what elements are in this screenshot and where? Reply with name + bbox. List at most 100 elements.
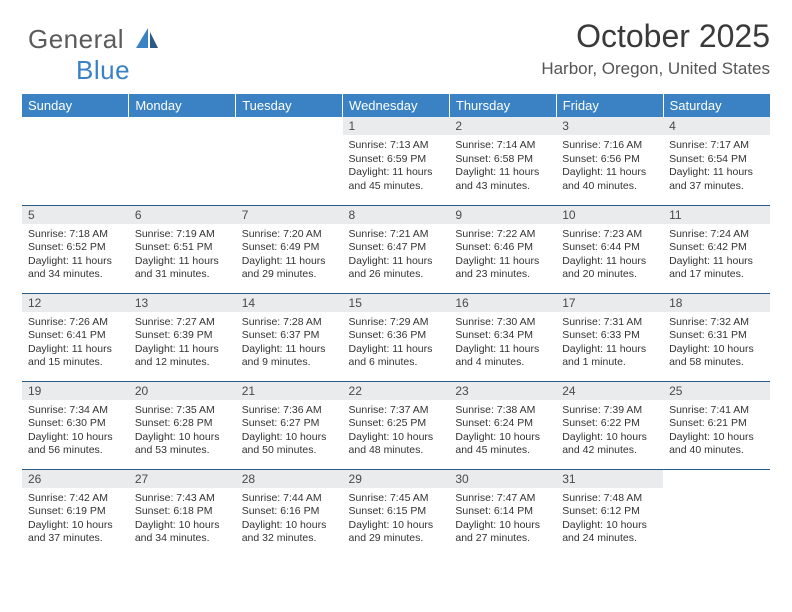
day-detail-line: Daylight: 11 hours (562, 343, 657, 357)
day-details: Sunrise: 7:30 AMSunset: 6:34 PMDaylight:… (449, 312, 556, 373)
day-detail-line: and 31 minutes. (135, 268, 230, 282)
day-detail-line: Sunset: 6:47 PM (349, 241, 444, 255)
day-detail-line: Daylight: 11 hours (242, 255, 337, 269)
day-detail-line: Daylight: 10 hours (242, 431, 337, 445)
day-number: 11 (663, 206, 770, 224)
day-detail-line: Daylight: 11 hours (349, 166, 444, 180)
calendar-header-row: SundayMondayTuesdayWednesdayThursdayFrid… (22, 94, 770, 117)
day-detail-line: Sunset: 6:22 PM (562, 417, 657, 431)
day-detail-line: Sunrise: 7:27 AM (135, 316, 230, 330)
day-detail-line: and 58 minutes. (669, 356, 764, 370)
day-detail-line: and 29 minutes. (349, 532, 444, 546)
logo-text-blue: Blue (76, 55, 130, 85)
day-detail-line: Sunrise: 7:18 AM (28, 228, 123, 242)
day-number: 12 (22, 294, 129, 312)
day-number: 27 (129, 470, 236, 488)
sail-icon (134, 26, 160, 57)
day-details: Sunrise: 7:27 AMSunset: 6:39 PMDaylight:… (129, 312, 236, 373)
day-detail-line: Daylight: 11 hours (562, 166, 657, 180)
location-subtitle: Harbor, Oregon, United States (541, 59, 770, 79)
day-number: 4 (663, 117, 770, 135)
day-number: 24 (556, 382, 663, 400)
day-details: Sunrise: 7:14 AMSunset: 6:58 PMDaylight:… (449, 135, 556, 196)
day-detail-line: Sunrise: 7:35 AM (135, 404, 230, 418)
day-header: Thursday (449, 94, 556, 117)
day-detail-line: Sunset: 6:59 PM (349, 153, 444, 167)
day-detail-line: Sunset: 6:30 PM (28, 417, 123, 431)
day-detail-line: Daylight: 11 hours (135, 255, 230, 269)
calendar-cell: 2Sunrise: 7:14 AMSunset: 6:58 PMDaylight… (449, 117, 556, 205)
calendar-cell: 3Sunrise: 7:16 AMSunset: 6:56 PMDaylight… (556, 117, 663, 205)
day-detail-line: and 40 minutes. (669, 444, 764, 458)
day-detail-line: Daylight: 11 hours (28, 343, 123, 357)
day-details: Sunrise: 7:38 AMSunset: 6:24 PMDaylight:… (449, 400, 556, 461)
day-detail-line: and 32 minutes. (242, 532, 337, 546)
day-detail-line: Sunset: 6:27 PM (242, 417, 337, 431)
day-number: 22 (343, 382, 450, 400)
calendar-cell: 21Sunrise: 7:36 AMSunset: 6:27 PMDayligh… (236, 381, 343, 469)
day-detail-line: Sunrise: 7:36 AM (242, 404, 337, 418)
day-details: Sunrise: 7:19 AMSunset: 6:51 PMDaylight:… (129, 224, 236, 285)
day-detail-line: Sunset: 6:37 PM (242, 329, 337, 343)
day-detail-line: and 37 minutes. (28, 532, 123, 546)
day-detail-line: and 50 minutes. (242, 444, 337, 458)
day-detail-line: and 1 minute. (562, 356, 657, 370)
day-detail-line: Sunset: 6:39 PM (135, 329, 230, 343)
calendar-cell: 19Sunrise: 7:34 AMSunset: 6:30 PMDayligh… (22, 381, 129, 469)
day-number: 16 (449, 294, 556, 312)
day-detail-line: Sunrise: 7:45 AM (349, 492, 444, 506)
day-number: 15 (343, 294, 450, 312)
calendar-cell: 1Sunrise: 7:13 AMSunset: 6:59 PMDaylight… (343, 117, 450, 205)
calendar-cell: 15Sunrise: 7:29 AMSunset: 6:36 PMDayligh… (343, 293, 450, 381)
calendar-cell: 30Sunrise: 7:47 AMSunset: 6:14 PMDayligh… (449, 469, 556, 557)
day-detail-line: Sunset: 6:18 PM (135, 505, 230, 519)
day-detail-line: Daylight: 10 hours (562, 519, 657, 533)
day-detail-line: Sunrise: 7:32 AM (669, 316, 764, 330)
calendar-cell: 12Sunrise: 7:26 AMSunset: 6:41 PMDayligh… (22, 293, 129, 381)
day-details: Sunrise: 7:39 AMSunset: 6:22 PMDaylight:… (556, 400, 663, 461)
day-detail-line: Sunrise: 7:24 AM (669, 228, 764, 242)
calendar-cell: 25Sunrise: 7:41 AMSunset: 6:21 PMDayligh… (663, 381, 770, 469)
title-block: October 2025 Harbor, Oregon, United Stat… (541, 18, 770, 79)
day-detail-line: Sunrise: 7:30 AM (455, 316, 550, 330)
day-number: 14 (236, 294, 343, 312)
day-details: Sunrise: 7:31 AMSunset: 6:33 PMDaylight:… (556, 312, 663, 373)
day-detail-line: Daylight: 10 hours (28, 431, 123, 445)
day-detail-line: Sunset: 6:24 PM (455, 417, 550, 431)
calendar-cell: 6Sunrise: 7:19 AMSunset: 6:51 PMDaylight… (129, 205, 236, 293)
day-detail-line: Sunset: 6:28 PM (135, 417, 230, 431)
day-detail-line: Daylight: 11 hours (349, 343, 444, 357)
day-number: 23 (449, 382, 556, 400)
calendar-cell (663, 469, 770, 557)
day-detail-line: Sunset: 6:15 PM (349, 505, 444, 519)
day-detail-line: Sunrise: 7:37 AM (349, 404, 444, 418)
calendar-cell: 13Sunrise: 7:27 AMSunset: 6:39 PMDayligh… (129, 293, 236, 381)
day-details: Sunrise: 7:26 AMSunset: 6:41 PMDaylight:… (22, 312, 129, 373)
calendar-week: 26Sunrise: 7:42 AMSunset: 6:19 PMDayligh… (22, 469, 770, 557)
day-detail-line: and 17 minutes. (669, 268, 764, 282)
day-number: 3 (556, 117, 663, 135)
day-number: 2 (449, 117, 556, 135)
day-detail-line: and 15 minutes. (28, 356, 123, 370)
day-detail-line: and 53 minutes. (135, 444, 230, 458)
day-detail-line: Sunrise: 7:17 AM (669, 139, 764, 153)
day-detail-line: Sunset: 6:58 PM (455, 153, 550, 167)
day-detail-line: Sunrise: 7:39 AM (562, 404, 657, 418)
day-detail-line: Sunrise: 7:16 AM (562, 139, 657, 153)
day-detail-line: Sunrise: 7:38 AM (455, 404, 550, 418)
day-detail-line: and 34 minutes. (135, 532, 230, 546)
day-detail-line: Daylight: 11 hours (349, 255, 444, 269)
day-number: 8 (343, 206, 450, 224)
day-detail-line: Daylight: 10 hours (28, 519, 123, 533)
day-header: Tuesday (236, 94, 343, 117)
day-detail-line: and 56 minutes. (28, 444, 123, 458)
day-number: 26 (22, 470, 129, 488)
day-header: Friday (556, 94, 663, 117)
calendar-cell: 14Sunrise: 7:28 AMSunset: 6:37 PMDayligh… (236, 293, 343, 381)
day-details: Sunrise: 7:44 AMSunset: 6:16 PMDaylight:… (236, 488, 343, 549)
day-details: Sunrise: 7:45 AMSunset: 6:15 PMDaylight:… (343, 488, 450, 549)
day-number: 31 (556, 470, 663, 488)
day-detail-line: Sunrise: 7:47 AM (455, 492, 550, 506)
day-detail-line: and 37 minutes. (669, 180, 764, 194)
day-detail-line: and 20 minutes. (562, 268, 657, 282)
